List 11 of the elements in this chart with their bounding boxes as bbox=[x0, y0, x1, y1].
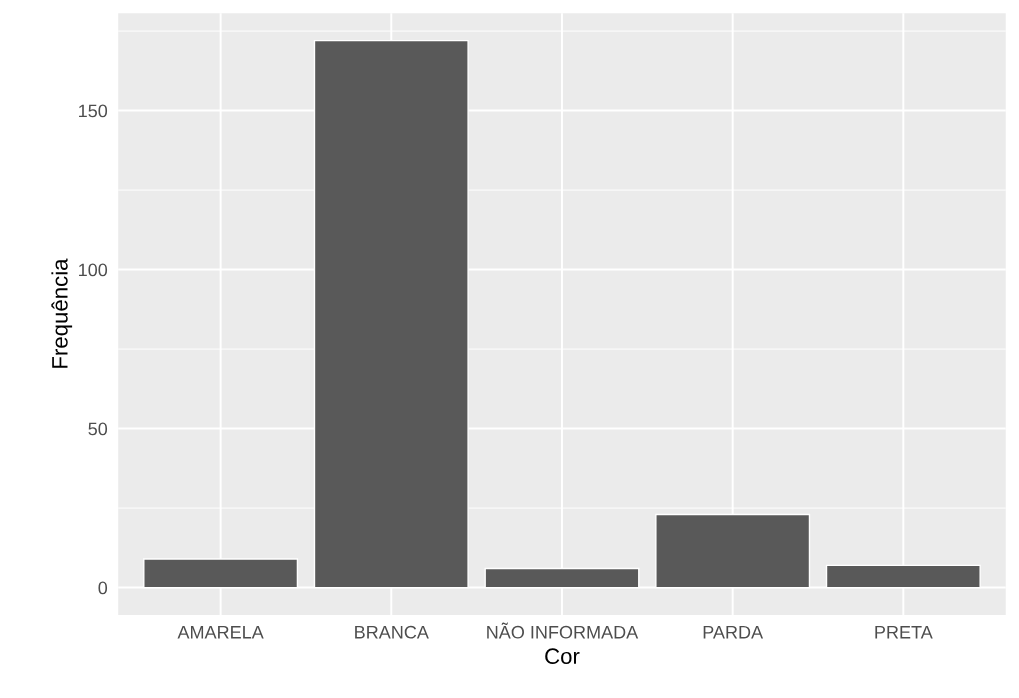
y-tick-label: 100 bbox=[79, 263, 108, 277]
x-tick-label: PARDA bbox=[703, 626, 764, 639]
y-tick-label: 0 bbox=[98, 581, 108, 595]
y-tick-label: 150 bbox=[79, 104, 108, 118]
y-axis-title: Frequência bbox=[51, 258, 73, 368]
y-tick-label: 50 bbox=[88, 422, 108, 436]
x-tick-label: PRETA bbox=[875, 626, 933, 639]
x-axis-title: Cor bbox=[545, 648, 580, 665]
x-tick-label: NÃO INFORMADA bbox=[487, 622, 639, 639]
x-tick-label: BRANCA bbox=[355, 625, 429, 639]
x-tick-label: AMARELA bbox=[177, 626, 264, 639]
